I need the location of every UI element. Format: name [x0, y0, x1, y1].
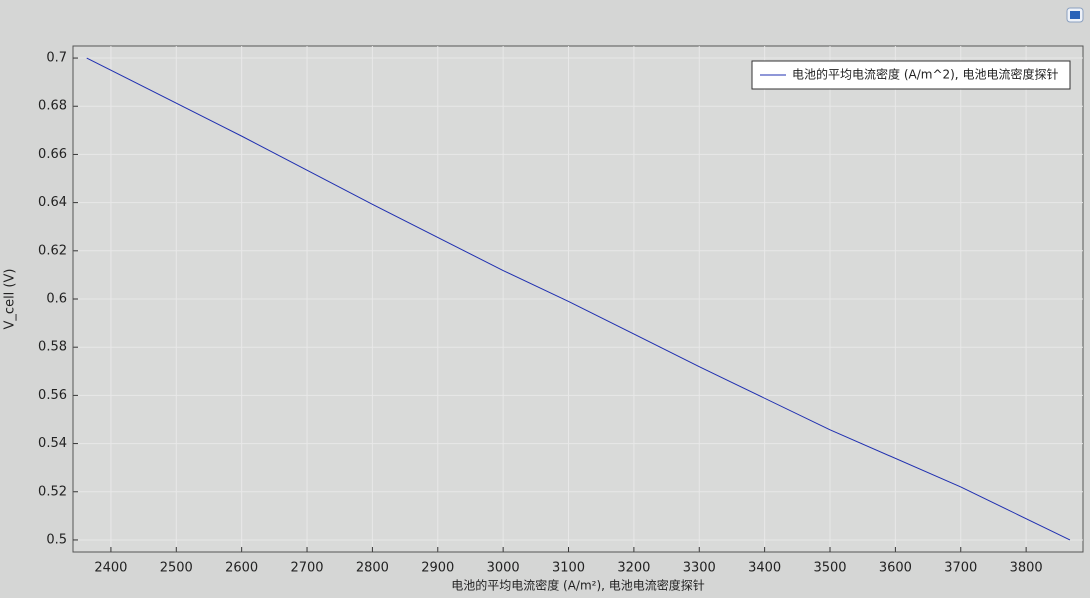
x-tick-label: 3500 — [813, 561, 846, 576]
y-tick-label: 0.52 — [38, 484, 67, 499]
x-tick-label: 3800 — [1010, 561, 1043, 576]
x-tick-label: 2600 — [225, 561, 258, 576]
y-tick-label: 0.5 — [46, 532, 67, 547]
y-tick-label: 0.64 — [38, 195, 67, 210]
y-tick-label: 0.6 — [46, 292, 67, 307]
y-tick-label: 0.62 — [38, 243, 67, 258]
data-line — [86, 57, 1071, 541]
y-tick-label: 0.68 — [38, 99, 67, 114]
y-tick-label: 0.7 — [46, 51, 67, 66]
y-tick-label: 0.54 — [38, 436, 67, 451]
x-tick-label: 3600 — [879, 561, 912, 576]
y-axis-label: V_cell (V) — [3, 269, 18, 330]
x-axis-label: 电池的平均电流密度 (A/m²), 电池电流密度探针 — [451, 578, 705, 593]
toolbar-icon[interactable] — [1066, 7, 1084, 23]
x-tick-label: 3400 — [748, 561, 781, 576]
x-tick-label: 2700 — [290, 561, 323, 576]
x-tick-label: 3100 — [552, 561, 585, 576]
x-tick-label: 3300 — [683, 561, 716, 576]
legend-entry: 电池的平均电流密度 (A/m^2), 电池电流密度探针 — [792, 67, 1058, 82]
y-tick-label: 0.58 — [38, 340, 67, 355]
x-tick-label: 2800 — [356, 561, 389, 576]
x-tick-label: 2500 — [160, 561, 193, 576]
x-tick-label: 3000 — [487, 561, 520, 576]
x-tick-label: 2900 — [421, 561, 454, 576]
x-tick-label: 3700 — [944, 561, 977, 576]
y-tick-label: 0.66 — [38, 147, 67, 162]
x-tick-label: 3200 — [617, 561, 650, 576]
legend-box — [751, 60, 1071, 90]
x-tick-label: 2400 — [94, 561, 127, 576]
y-tick-label: 0.56 — [38, 388, 67, 403]
